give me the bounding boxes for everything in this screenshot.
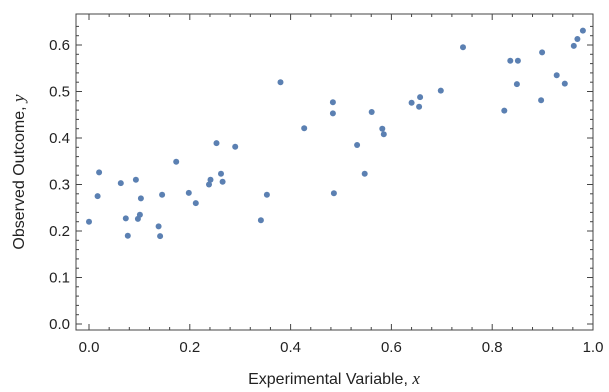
axis-ticks: 0.0 0.2 0.4 0.6 0.8 1.0 0.0 0.1 0.2 0.3 0.4 0.5 0.6 bbox=[49, 14, 603, 356]
data-point bbox=[96, 169, 103, 176]
data-point bbox=[213, 140, 220, 147]
data-point bbox=[579, 27, 586, 34]
data-point bbox=[218, 170, 224, 177]
data-point bbox=[501, 107, 508, 114]
y-tick-label: 0.4 bbox=[49, 130, 70, 147]
data-point bbox=[263, 191, 270, 198]
data-point bbox=[417, 94, 424, 101]
y-axis-label: Observed Outcome, y bbox=[9, 94, 28, 250]
data-point bbox=[437, 87, 444, 94]
data-point bbox=[192, 200, 199, 207]
data-point bbox=[513, 81, 520, 88]
plot-frame bbox=[75, 13, 594, 331]
data-point bbox=[277, 79, 284, 86]
data-point bbox=[132, 176, 139, 183]
x-tick-label: 0.4 bbox=[280, 339, 301, 356]
data-point bbox=[507, 57, 514, 64]
data-point bbox=[94, 193, 101, 200]
y-tick-label: 0.0 bbox=[49, 316, 70, 333]
x-axis-label: Experimental Variable, x bbox=[248, 369, 420, 388]
y-tick-label: 0.5 bbox=[49, 84, 70, 101]
data-point bbox=[514, 57, 521, 64]
data-point bbox=[257, 217, 264, 224]
y-tick-label: 0.3 bbox=[49, 177, 70, 194]
data-point bbox=[570, 42, 577, 49]
x-tick-label: 0.2 bbox=[179, 339, 200, 356]
data-point bbox=[368, 109, 375, 115]
data-point bbox=[117, 180, 124, 187]
data-point bbox=[185, 189, 192, 196]
data-point bbox=[157, 233, 164, 240]
data-point bbox=[301, 125, 308, 132]
data-point bbox=[538, 97, 545, 104]
data-point bbox=[416, 103, 423, 110]
data-point bbox=[561, 80, 568, 87]
data-point bbox=[159, 191, 166, 198]
data-point bbox=[408, 99, 415, 106]
data-point bbox=[380, 131, 387, 138]
data-point bbox=[330, 190, 337, 197]
data-point bbox=[574, 36, 581, 42]
y-tick-label: 0.2 bbox=[49, 223, 70, 240]
data-point bbox=[361, 170, 368, 177]
data-points bbox=[86, 27, 586, 240]
y-tick-label: 0.1 bbox=[49, 270, 70, 287]
x-tick-label: 1.0 bbox=[583, 339, 604, 356]
x-tick-label: 0.0 bbox=[79, 339, 100, 356]
data-point bbox=[553, 72, 560, 79]
data-point bbox=[460, 44, 466, 51]
data-point bbox=[124, 232, 131, 239]
data-point bbox=[207, 176, 214, 183]
data-point bbox=[354, 142, 361, 148]
data-point bbox=[122, 215, 129, 222]
data-point bbox=[379, 125, 386, 132]
data-point bbox=[232, 143, 239, 150]
data-point bbox=[219, 178, 226, 185]
data-point bbox=[173, 158, 180, 165]
data-point bbox=[155, 223, 162, 230]
data-point bbox=[86, 218, 92, 225]
x-tick-label: 0.8 bbox=[482, 339, 503, 356]
x-tick-label: 0.6 bbox=[381, 339, 402, 356]
data-point bbox=[329, 99, 336, 106]
data-point bbox=[136, 211, 143, 218]
y-tick-label: 0.6 bbox=[49, 37, 70, 54]
data-point bbox=[329, 110, 336, 117]
data-point bbox=[206, 181, 212, 188]
data-point bbox=[539, 49, 546, 56]
data-point bbox=[137, 195, 144, 202]
